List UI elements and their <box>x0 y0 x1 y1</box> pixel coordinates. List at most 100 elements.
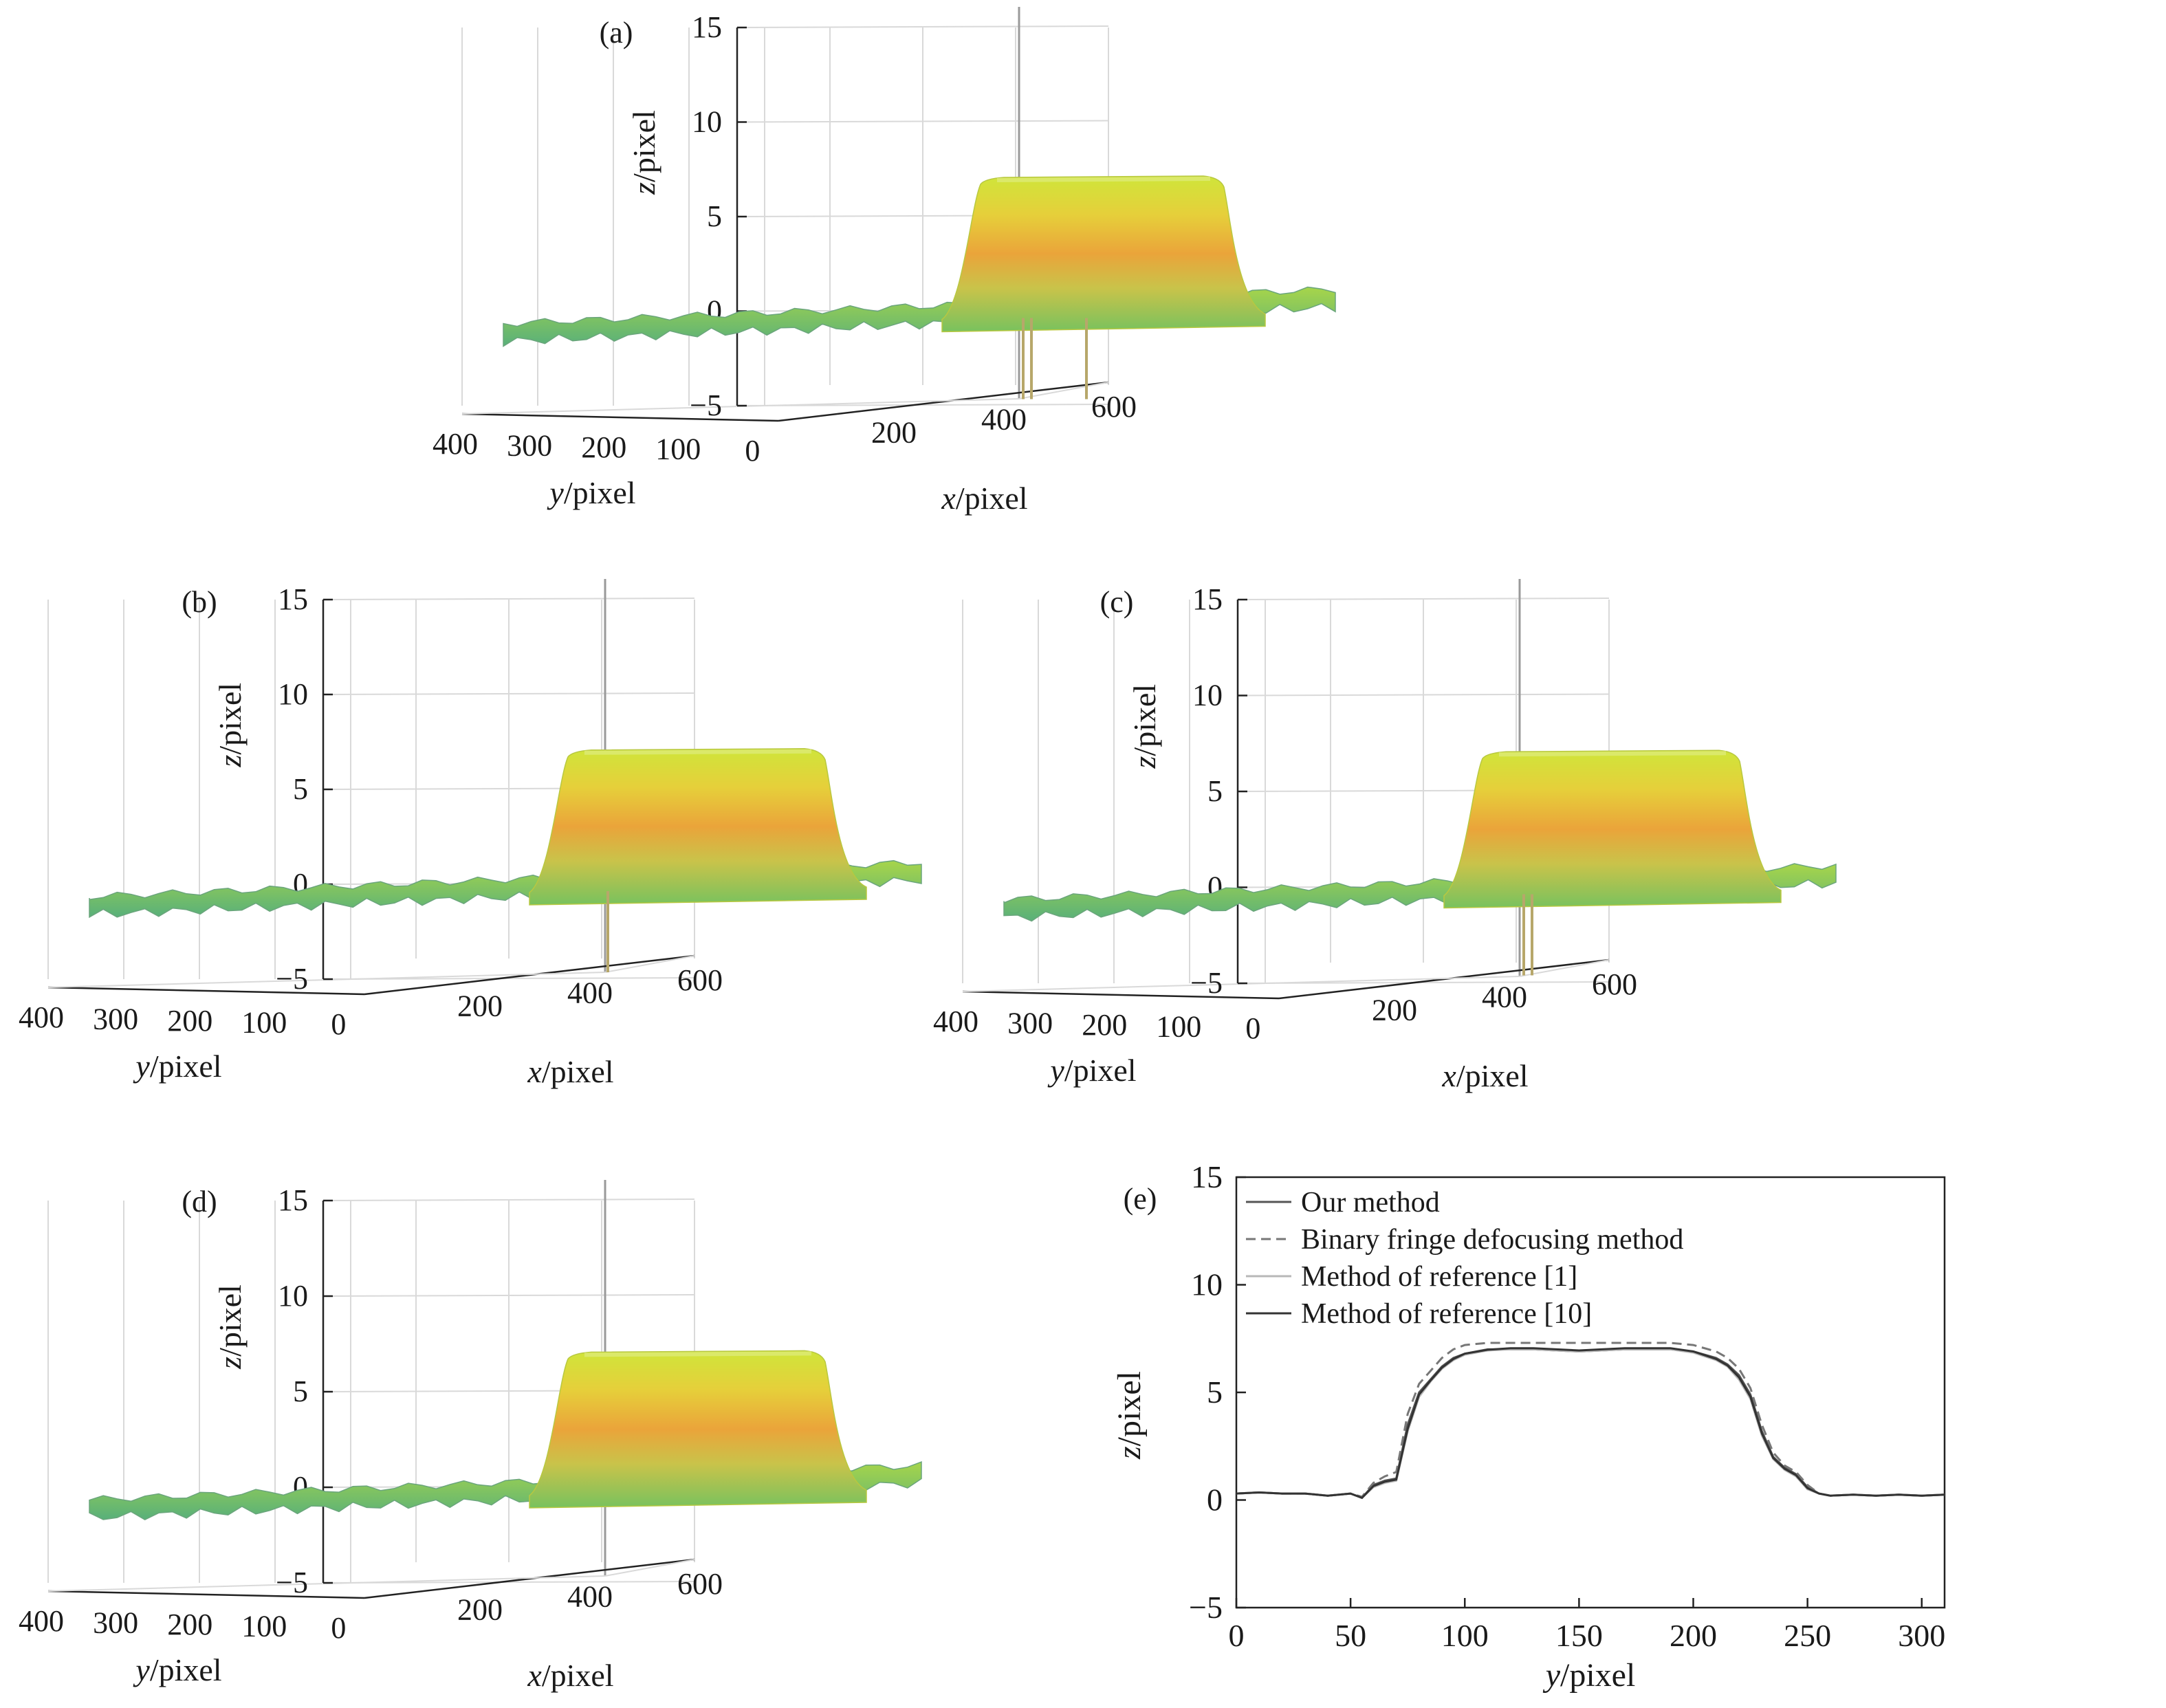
y-tick-label: 0 <box>1245 1011 1260 1045</box>
plot-frame <box>1235 1176 1946 1609</box>
x-axis-label: x/pixel <box>941 481 1027 516</box>
y-tick-label: 200 <box>1082 1008 1127 1042</box>
x-tick-label: 400 <box>1482 981 1527 1014</box>
y-tick-label: 400 <box>433 427 478 461</box>
surface-plateau <box>1443 749 1782 909</box>
y-axis-line <box>47 1590 365 1599</box>
x-tick-label: 400 <box>567 976 613 1010</box>
y-tick-label: 10 <box>1191 1267 1223 1302</box>
y-tick-label: −5 <box>1189 1590 1223 1625</box>
y-tick-label: 200 <box>581 430 626 464</box>
floor-grid <box>604 1559 695 1577</box>
gridline <box>736 25 1109 28</box>
y-tick-label: 300 <box>93 1606 138 1640</box>
y-tick-label: 400 <box>933 1005 978 1038</box>
x-axis-line <box>1278 959 1610 1000</box>
legend-label-1: Our method <box>1301 1187 1440 1218</box>
x-tick-label: 50 <box>1335 1618 1366 1653</box>
y-tick-label: 300 <box>507 429 552 463</box>
legend-label-2: Binary fringe defocusing method <box>1301 1224 1683 1256</box>
x-tick-label: 200 <box>871 415 917 449</box>
z-tick-label: 15 <box>278 582 308 616</box>
y-tick-label: 5 <box>1207 1375 1223 1410</box>
floor-grid <box>1018 382 1109 399</box>
x-tick-label: 200 <box>1372 993 1417 1027</box>
z-axis-label: z/pixel <box>212 683 248 768</box>
surface-plateau <box>529 1350 867 1509</box>
x-tick-label: 600 <box>1592 967 1637 1001</box>
gridline <box>322 598 695 600</box>
plateau-top-edge <box>1498 751 1727 757</box>
y-tick-label: 200 <box>167 1004 212 1038</box>
z-tick-label: 10 <box>278 677 308 711</box>
panel-label: (d) <box>182 1185 217 1218</box>
panel-label: (e) <box>1124 1182 1157 1216</box>
panel-label: (c) <box>1100 585 1134 619</box>
gridline <box>1237 693 1610 697</box>
series-line-2 <box>1236 1342 1945 1498</box>
floor-grid <box>1519 959 1610 977</box>
y-tick-label: 400 <box>19 1000 64 1034</box>
y-axis-line <box>47 986 365 996</box>
plateau-top-edge <box>584 749 812 755</box>
x-tick-label: 600 <box>677 1567 723 1601</box>
z-tick-label: −5 <box>690 388 722 422</box>
z-axis-label: z/pixel <box>212 1284 248 1370</box>
z-tick-label: 10 <box>692 105 722 139</box>
z-tick-label: −5 <box>276 962 308 996</box>
x-axis-label: x/pixel <box>527 1054 613 1089</box>
y-tick-label: 100 <box>241 1006 287 1040</box>
floor-grid <box>604 955 695 973</box>
x-axis-line <box>364 954 695 996</box>
z-tick-label: −5 <box>1190 966 1223 1000</box>
y-tick-label: 200 <box>167 1608 212 1641</box>
gridline <box>736 120 1109 123</box>
legend-label-4: Method of reference [10] <box>1301 1298 1592 1330</box>
y-tick-label: 0 <box>745 434 760 468</box>
y-tick-label: 300 <box>1007 1007 1053 1040</box>
x-tick-label: 400 <box>981 403 1027 437</box>
surface-plateau <box>529 748 867 906</box>
x-tick-label: 100 <box>1441 1618 1489 1653</box>
plateau-top-edge <box>584 1351 812 1357</box>
y-axis-label: y/pixel <box>547 475 635 510</box>
y-axis-label: z/pixel <box>1111 1371 1148 1460</box>
z-tick-label: 15 <box>278 1183 308 1217</box>
z-tick-label: 15 <box>1192 582 1223 616</box>
gridline <box>322 692 695 695</box>
y-axis-line <box>461 413 779 422</box>
y-tick-label: 0 <box>331 1611 346 1645</box>
y-tick-label: 100 <box>1156 1010 1201 1044</box>
y-tick-label: 400 <box>19 1604 64 1638</box>
z-axis-label: z/pixel <box>1127 684 1162 769</box>
x-axis-line <box>778 381 1109 422</box>
x-axis-label: x/pixel <box>1441 1058 1528 1093</box>
z-tick-label: 5 <box>1207 774 1223 808</box>
x-tick-label: 0 <box>1229 1618 1245 1653</box>
y-axis-label: y/pixel <box>133 1652 221 1687</box>
z-tick-label: 10 <box>278 1279 308 1313</box>
z-tick-label: −5 <box>276 1566 308 1599</box>
y-tick-label: 100 <box>241 1610 287 1643</box>
x-axis-label: y/pixel <box>1542 1657 1636 1694</box>
series-line-4 <box>1236 1347 1945 1500</box>
surface-plateau <box>941 175 1266 333</box>
panel-label: (b) <box>182 585 217 619</box>
x-tick-label: 300 <box>1898 1618 1945 1653</box>
x-axis-line <box>364 1558 695 1599</box>
gridline <box>1237 598 1610 600</box>
x-tick-label: 200 <box>1670 1618 1717 1653</box>
gridline <box>322 1198 695 1201</box>
z-tick-label: 10 <box>1192 679 1223 712</box>
x-axis-label: x/pixel <box>527 1658 613 1693</box>
plateau-top-edge <box>996 177 1211 182</box>
y-tick-label: 0 <box>331 1007 346 1041</box>
x-tick-label: 200 <box>457 1592 503 1626</box>
legend-label-3: Method of reference [1] <box>1301 1261 1577 1293</box>
y-tick-label: 0 <box>1207 1482 1223 1518</box>
